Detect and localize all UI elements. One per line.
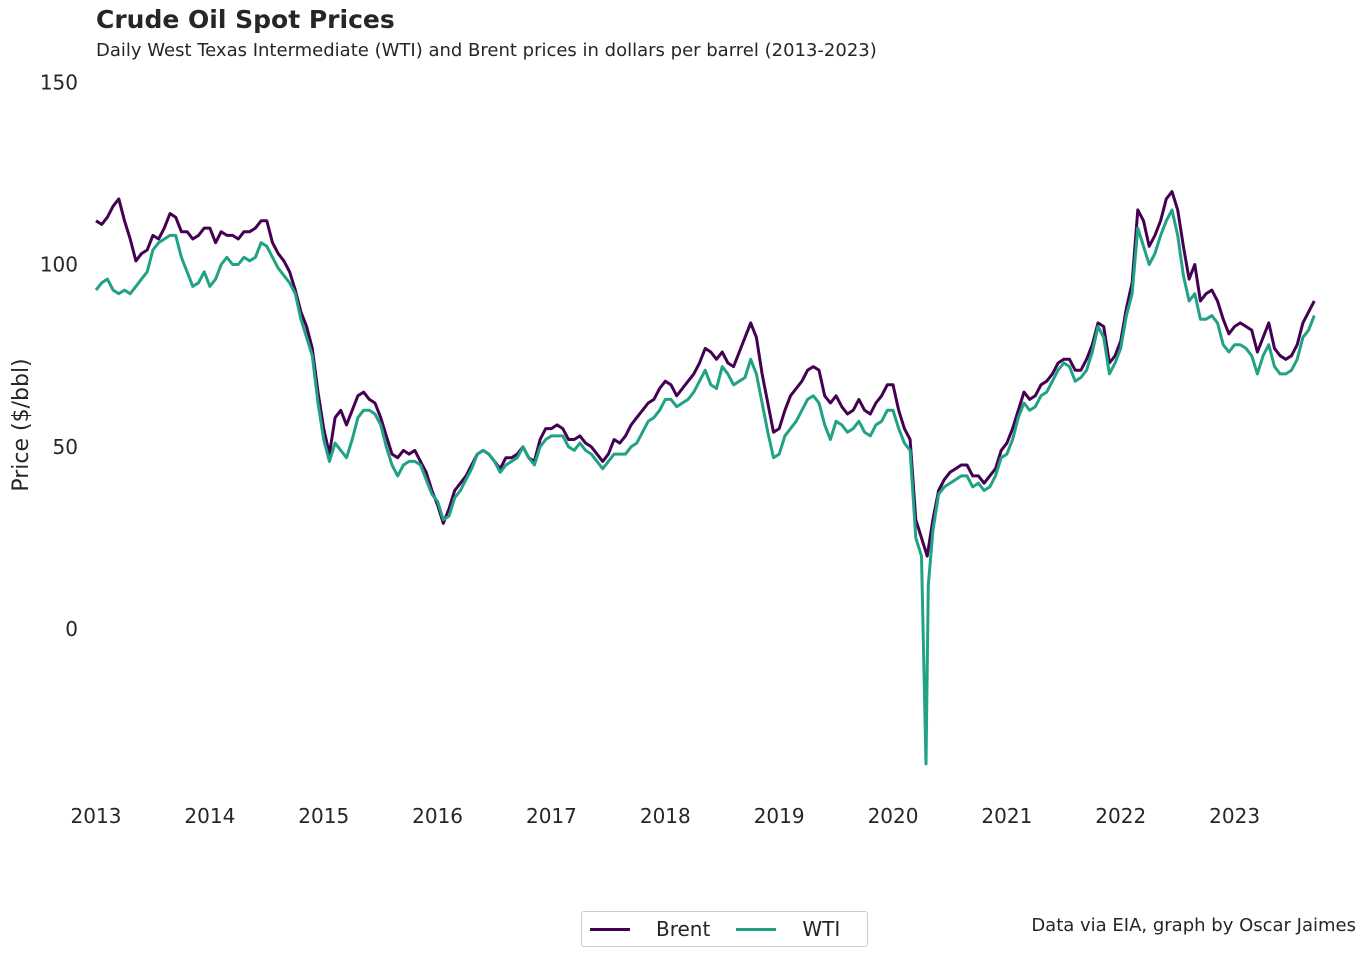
legend-item-brent: Brent bbox=[590, 917, 710, 941]
x-tick-label: 2017 bbox=[526, 804, 577, 828]
y-axis-label: Price ($/bbl) bbox=[9, 358, 34, 491]
series-lines bbox=[94, 190, 1316, 766]
x-tick-label: 2018 bbox=[640, 804, 691, 828]
y-tick-label: 100 bbox=[40, 253, 78, 277]
legend-swatch-wti bbox=[736, 927, 777, 931]
data-credit: Data via EIA, graph by Oscar Jaimes bbox=[1031, 915, 1356, 936]
y-axis-ticks: 0 50 100 150 bbox=[40, 70, 78, 641]
x-tick-label: 2022 bbox=[1095, 804, 1146, 828]
x-tick-label: 2014 bbox=[184, 804, 235, 828]
x-tick-label: 2020 bbox=[868, 804, 919, 828]
x-tick-label: 2019 bbox=[754, 804, 805, 828]
legend-swatch-brent bbox=[590, 927, 630, 931]
x-tick-label: 2015 bbox=[298, 804, 349, 828]
x-axis-ticks: 2013 2014 2015 2016 2017 2018 2019 2020 2021 2022… bbox=[71, 804, 1261, 828]
legend-label-wti: WTI bbox=[802, 917, 841, 941]
x-tick-label: 2021 bbox=[981, 804, 1032, 828]
series-line-wti bbox=[94, 208, 1316, 766]
y-tick-label: 0 bbox=[65, 617, 78, 641]
chart-subtitle: Daily West Texas Intermediate (WTI) and … bbox=[96, 40, 877, 61]
x-tick-label: 2023 bbox=[1209, 804, 1260, 828]
legend-label-brent: Brent bbox=[656, 917, 711, 941]
legend: Brent WTI bbox=[581, 911, 868, 947]
legend-item-wti: WTI bbox=[736, 917, 840, 941]
y-tick-label: 50 bbox=[53, 435, 78, 459]
chart-title: Crude Oil Spot Prices bbox=[96, 5, 395, 34]
y-tick-label: 150 bbox=[40, 70, 78, 94]
x-tick-label: 2013 bbox=[71, 804, 122, 828]
x-tick-label: 2016 bbox=[412, 804, 463, 828]
